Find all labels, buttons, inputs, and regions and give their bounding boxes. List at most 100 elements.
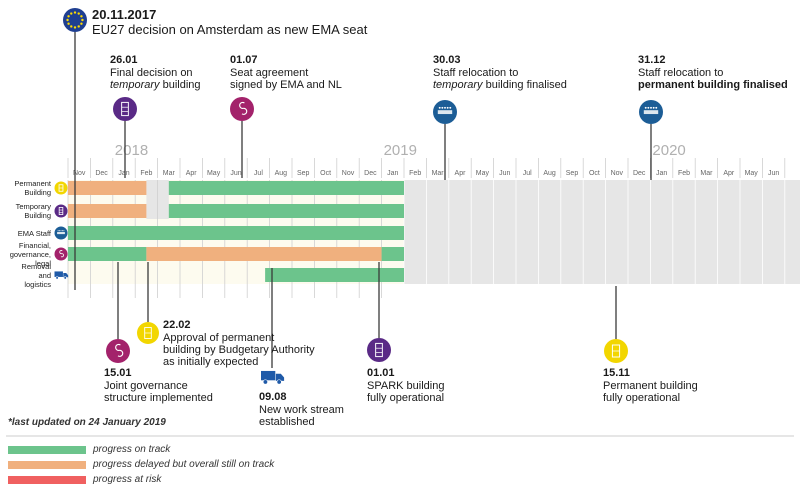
month-label: Jun (768, 170, 779, 177)
row-label-line: EMA Staff (17, 228, 51, 238)
month-label: May (745, 170, 759, 177)
progress-bar-on-track (68, 226, 404, 240)
milestone-description-line: SPARK building (367, 380, 444, 392)
month-label: Oct (589, 170, 600, 177)
milestone-description-line: temporary building finalised (433, 79, 567, 91)
milestone-budget-approval: 22.02 Approval of permanent building by Bu… (163, 319, 315, 368)
milestone-description-line: Final decision on (110, 67, 201, 79)
month-label: Sep (297, 170, 310, 177)
milestone-date: 22.02 (163, 319, 191, 331)
milestone-date: 01.07 (230, 54, 258, 66)
milestone-text-span: Permanent building (603, 380, 698, 392)
milestone-text-span: Seat agreement (230, 67, 309, 79)
row-label: Removal and logistics (1, 262, 51, 289)
milestone-text-span: fully operational (367, 392, 445, 404)
progress-bar-delayed (68, 204, 147, 218)
month-label: Aug (275, 170, 288, 177)
milestone-seat-agreement: 01.07 Seat agreement signed by EMA and NL (230, 54, 342, 91)
governance-icon (230, 97, 254, 121)
progress-bar-delayed (146, 247, 382, 261)
row-label: Temporary Building (1, 202, 51, 220)
milestone-text-span: Staff relocation to (638, 67, 724, 79)
row-label-line: and (38, 270, 51, 280)
legend-label: progress at risk (93, 474, 162, 485)
month-label: Feb (409, 170, 421, 177)
month-label: Aug (543, 170, 556, 177)
milestone-text-span: Joint governance (104, 380, 188, 392)
row-label-line: governance, (9, 249, 51, 259)
legend-swatch-at-risk (8, 476, 86, 484)
ema-staff-icon (433, 100, 457, 124)
milestone-description-line: established (259, 416, 344, 428)
month-label: Feb (678, 170, 690, 177)
year-label: 2018 (115, 142, 148, 159)
milestone-text-span: as initially expected (163, 356, 259, 368)
truck-icon (261, 370, 285, 385)
progress-bar-on-track (381, 247, 404, 261)
month-label: May (207, 170, 221, 177)
milestone-staff-temp: 30.03 Staff relocation to temporary buildi… (433, 54, 567, 91)
milestone-perm-operational: 15.11 Permanent building fully operational (603, 367, 698, 404)
milestone-text-span: building (159, 79, 201, 91)
governance-icon (54, 247, 68, 261)
eu-flag-icon (63, 8, 87, 32)
milestone-date: 01.01 (367, 367, 395, 379)
milestone-text-span: building by Budgetary Authority (163, 344, 315, 356)
milestone-text-span: SPARK building (367, 380, 445, 392)
month-label: Jul (523, 170, 532, 177)
milestone-description-line: temporary building (110, 79, 201, 91)
milestone-description-line: signed by EMA and NL (230, 79, 342, 91)
milestone-description-line: EU27 decision on Amsterdam as new EMA se… (92, 22, 367, 37)
month-label: Feb (140, 170, 152, 177)
month-label: Apr (455, 170, 467, 177)
progress-bar-on-track (265, 268, 404, 282)
milestone-final-decision: 26.01 Final decision on temporary building (110, 54, 201, 91)
temporary-building-icon (367, 338, 391, 362)
legend-label: progress delayed but overall still on tr… (93, 459, 275, 470)
month-label: Apr (186, 170, 198, 177)
temporary-building-icon (113, 97, 137, 121)
row-label-line: Building (24, 188, 51, 197)
milestone-description-line: structure implemented (104, 392, 213, 404)
milestone-text-span: Staff relocation to (433, 67, 519, 79)
milestone-text-span: EU27 decision on Amsterdam as new EMA se… (92, 22, 368, 37)
row-label-line: Removal (21, 261, 51, 271)
milestone-date: 31.12 (638, 54, 666, 66)
milestone-new-stream: 09.08 New work stream established (259, 391, 344, 428)
milestone-ema-seat: 20.11.2017 EU27 decision on Amsterdam as … (92, 7, 367, 37)
progress-bar-on-track (168, 204, 404, 218)
month-label: Nov (611, 170, 624, 177)
milestone-description-line: Staff relocation to (433, 67, 567, 79)
milestone-description-line: fully operational (603, 392, 698, 404)
legend-label: progress on track (93, 444, 171, 455)
milestone-text-span: temporary (110, 79, 160, 91)
milestone-description-line: Permanent building (603, 380, 698, 392)
permanent-building-icon (604, 339, 628, 363)
milestone-text-span: temporary (433, 79, 483, 91)
milestone-text-span: structure implemented (104, 392, 213, 404)
month-label: Jul (254, 170, 263, 177)
milestone-date: 15.01 (104, 367, 132, 379)
governance-icon (106, 339, 130, 363)
row-label: Financial, governance, legal (1, 241, 51, 268)
last-updated-note: *last updated on 24 January 2019 (8, 417, 166, 428)
milestone-text-span: Approval of permanent (163, 332, 275, 344)
month-label: Jan (387, 170, 398, 177)
progress-bar-on-track (168, 181, 404, 195)
row-label-line: Temporary (15, 202, 51, 211)
permanent-building-icon (137, 322, 159, 344)
milestone-text-span: Final decision on (110, 67, 193, 79)
permanent-building-icon (54, 181, 68, 195)
month-label: Apr (723, 170, 735, 177)
milestone-text-span: established (259, 416, 315, 428)
milestone-date: 09.08 (259, 391, 287, 403)
row-label-line: Financial, (18, 240, 51, 250)
month-label: Jan (656, 170, 667, 177)
row-label-line: Permanent (14, 179, 51, 188)
month-label: May (476, 170, 490, 177)
row-label-line: legal (35, 258, 51, 268)
month-label: Jun (499, 170, 510, 177)
milestone-date: 30.03 (433, 54, 461, 66)
year-label: 2019 (384, 142, 417, 159)
